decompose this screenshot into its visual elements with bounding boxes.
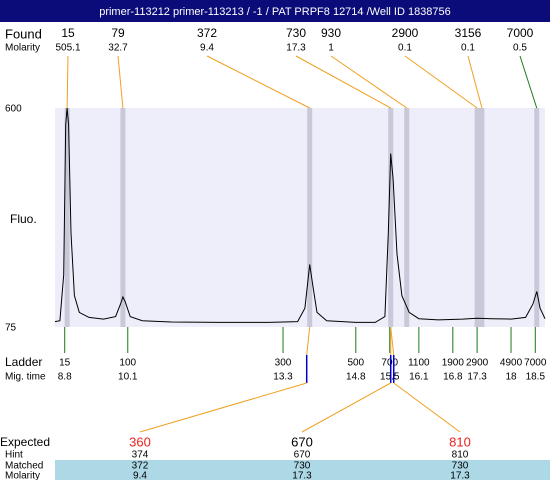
peak-connector bbox=[306, 326, 311, 356]
ladder-size: 100 bbox=[119, 358, 136, 369]
found-connector bbox=[330, 55, 408, 109]
found-size: 730 bbox=[286, 26, 306, 40]
ladder-label: Ladder bbox=[5, 355, 42, 369]
found-size: 79 bbox=[111, 26, 125, 40]
expected-connector bbox=[393, 382, 461, 433]
found-label: Found bbox=[5, 26, 42, 41]
ladder-time: 18 bbox=[505, 372, 517, 383]
ladder-time: 16.8 bbox=[443, 372, 463, 383]
y-axis-label: Fluo. bbox=[10, 212, 37, 226]
hint-value: 810 bbox=[452, 450, 469, 461]
found-size: 15 bbox=[61, 26, 75, 40]
found-size: 3156 bbox=[455, 26, 482, 40]
found-molarity: 17.3 bbox=[286, 43, 306, 54]
hint-value: 374 bbox=[132, 450, 149, 461]
found-size: 372 bbox=[197, 26, 217, 40]
found-band bbox=[474, 108, 480, 327]
matched-molarity: 17.3 bbox=[450, 471, 470, 480]
found-band bbox=[479, 108, 485, 327]
found-connector bbox=[117, 55, 124, 109]
trace bbox=[54, 107, 546, 323]
found-size: 2900 bbox=[392, 26, 419, 40]
found-connector bbox=[295, 55, 391, 109]
found-size: 930 bbox=[321, 26, 341, 40]
mig-time-label: Mig. time bbox=[5, 372, 46, 383]
y-tick-label: 600 bbox=[5, 104, 22, 115]
ladder-size: 300 bbox=[275, 358, 292, 369]
ladder-size: 7000 bbox=[524, 358, 547, 369]
ladder-size: 2900 bbox=[466, 358, 489, 369]
ladder-time: 8.8 bbox=[58, 372, 72, 383]
expected-connector bbox=[139, 382, 307, 433]
ladder-size: 500 bbox=[347, 358, 364, 369]
matched-value: 372 bbox=[132, 461, 149, 472]
found-connector bbox=[404, 55, 478, 109]
matched-label: Matched bbox=[5, 461, 43, 472]
matched-value: 730 bbox=[294, 461, 311, 472]
found-molarity-label: Molarity bbox=[5, 43, 40, 54]
hint-label: Hint bbox=[5, 450, 23, 461]
expected-molarity-label: Molarity bbox=[5, 471, 40, 480]
found-molarity: 1 bbox=[328, 43, 334, 54]
ladder-time: 14.8 bbox=[346, 372, 366, 383]
found-band bbox=[307, 108, 313, 327]
ladder-size: 4900 bbox=[500, 358, 523, 369]
found-connector bbox=[66, 55, 69, 109]
matched-molarity: 9.4 bbox=[133, 471, 147, 480]
found-connector bbox=[467, 55, 483, 109]
found-molarity: 0.1 bbox=[398, 43, 412, 54]
expected-label: Expected bbox=[0, 435, 50, 449]
found-band bbox=[64, 108, 70, 327]
matched-molarity: 17.3 bbox=[292, 471, 312, 480]
header-title: primer-113212 primer-113213 / -1 / PAT P… bbox=[99, 6, 451, 18]
y-tick-label: 75 bbox=[5, 323, 17, 334]
ladder-size: 1900 bbox=[442, 358, 465, 369]
found-connector bbox=[519, 55, 538, 109]
found-molarity: 505.1 bbox=[55, 43, 80, 54]
expected-size: 810 bbox=[449, 434, 471, 449]
ladder-time: 17.3 bbox=[467, 372, 487, 383]
expected-size: 360 bbox=[129, 434, 151, 449]
found-band bbox=[120, 108, 126, 327]
found-connector bbox=[206, 55, 310, 109]
found-molarity: 32.7 bbox=[108, 43, 128, 54]
header-bar bbox=[0, 0, 550, 22]
ladder-size: 15 bbox=[59, 358, 71, 369]
found-molarity: 0.5 bbox=[513, 43, 527, 54]
found-band bbox=[404, 108, 410, 327]
found-band bbox=[388, 108, 394, 327]
ladder-time: 16.1 bbox=[409, 372, 429, 383]
matched-value: 730 bbox=[452, 461, 469, 472]
ladder-size: 1100 bbox=[408, 358, 430, 369]
found-molarity: 0.1 bbox=[461, 43, 475, 54]
expected-connector bbox=[301, 382, 391, 433]
ladder-time: 13.3 bbox=[273, 372, 293, 383]
plot-area bbox=[55, 108, 545, 327]
found-molarity: 9.4 bbox=[200, 43, 214, 54]
ladder-time: 10.1 bbox=[118, 372, 138, 383]
matched-band bbox=[55, 460, 550, 480]
ladder-time: 15.5 bbox=[380, 372, 400, 383]
hint-value: 670 bbox=[294, 450, 311, 461]
ladder-time: 18.5 bbox=[526, 372, 546, 383]
found-size: 7000 bbox=[507, 26, 534, 40]
ladder-size: 700 bbox=[381, 358, 398, 369]
peak-connector bbox=[390, 326, 395, 356]
expected-size: 670 bbox=[291, 434, 313, 449]
found-band bbox=[534, 108, 540, 327]
